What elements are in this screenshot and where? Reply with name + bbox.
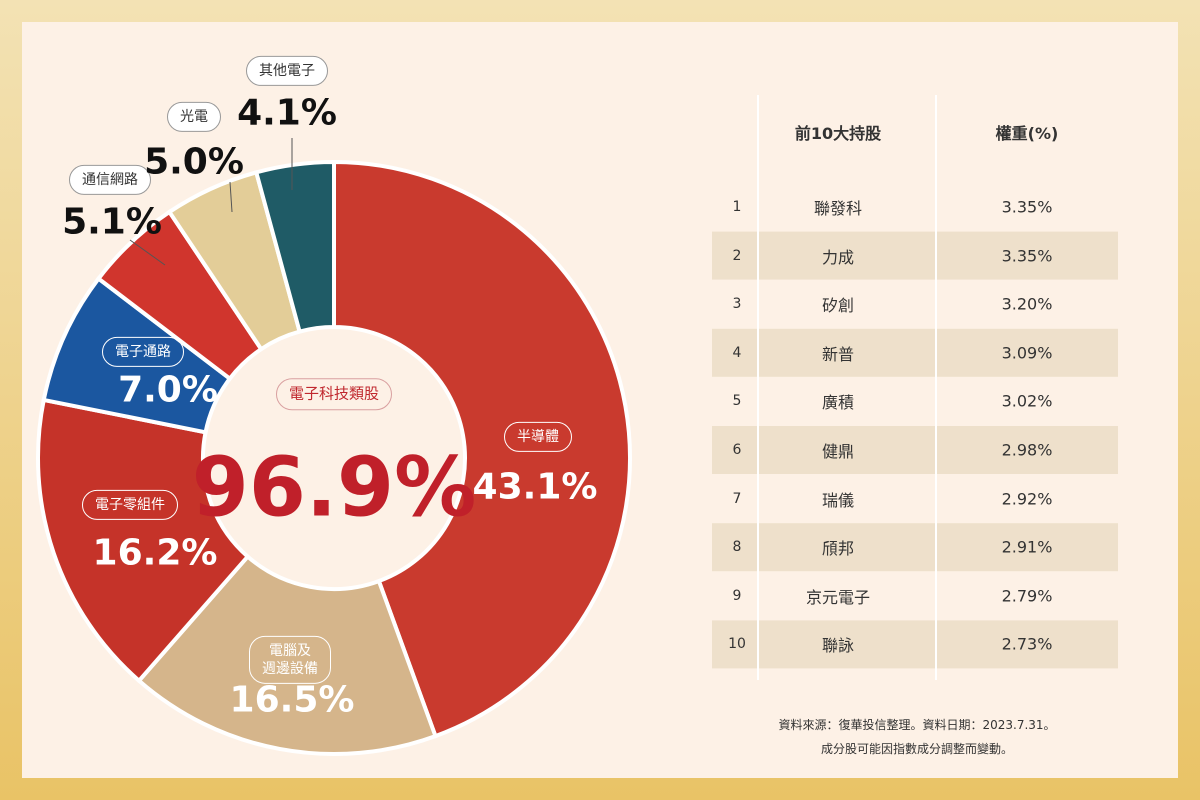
table-cell: 3.02% bbox=[1001, 391, 1053, 411]
table-cell: 3.09% bbox=[1001, 343, 1053, 363]
row-stripe bbox=[712, 426, 1118, 474]
donut-segment bbox=[136, 553, 439, 756]
table-cell: 新普 bbox=[821, 344, 855, 364]
segment-value: 5.0% bbox=[144, 141, 244, 183]
segment-value: 43.1% bbox=[472, 466, 598, 508]
table-cell: 10 bbox=[728, 636, 746, 653]
table-cell: 1 bbox=[732, 199, 742, 215]
leader-line bbox=[129, 239, 166, 266]
table-cell: 瑞儀 bbox=[821, 490, 855, 510]
table-cell: 3.35% bbox=[1001, 246, 1053, 266]
segment-name: 通信網路 bbox=[69, 164, 151, 196]
table-cell: 京元電子 bbox=[805, 587, 871, 607]
center-label: 電子科技類股 bbox=[275, 378, 393, 410]
table-cell: 9 bbox=[732, 587, 742, 604]
segment-name: 半導體 bbox=[504, 421, 572, 453]
segment-value: 16.5% bbox=[229, 679, 355, 721]
center-total: 96.9% bbox=[191, 440, 477, 536]
row-stripe bbox=[712, 231, 1118, 280]
leader-line bbox=[229, 181, 233, 213]
segment-value: 5.1% bbox=[62, 201, 162, 243]
table-cell: 5 bbox=[732, 393, 742, 410]
table-cell: 3 bbox=[732, 296, 742, 313]
segment-name: 電子通路 bbox=[102, 336, 184, 368]
table-cell: 8 bbox=[732, 539, 742, 556]
footnote: 資料來源：復華投信整理。資料日期：2023.7.31。 bbox=[778, 718, 1056, 732]
footnote: 成分股可能因指數成分調整而變動。 bbox=[820, 742, 1014, 756]
table-cell: 2.91% bbox=[1001, 537, 1053, 557]
table-cell: 力成 bbox=[821, 247, 855, 267]
table-cell: 7 bbox=[732, 490, 742, 507]
table-header: 前10大持股 bbox=[794, 124, 882, 143]
row-stripe bbox=[712, 620, 1118, 669]
table-header: 權重(%) bbox=[995, 124, 1059, 143]
table-cell: 聯發科 bbox=[813, 199, 863, 218]
table-cell: 矽創 bbox=[821, 296, 855, 316]
row-stripe bbox=[712, 523, 1118, 572]
table-cell: 3.20% bbox=[1001, 294, 1053, 314]
donut-segment bbox=[36, 397, 251, 684]
donut-segment bbox=[332, 159, 632, 739]
table-cell: 2 bbox=[732, 247, 742, 264]
segment-value: 4.1% bbox=[237, 92, 337, 134]
table-cell: 聯詠 bbox=[821, 636, 855, 656]
segment-name: 光電 bbox=[167, 101, 221, 133]
table-cell: 2.92% bbox=[1001, 489, 1053, 509]
table-cell: 2.73% bbox=[1001, 634, 1053, 654]
table-cell: 健鼎 bbox=[821, 442, 855, 461]
table-cell: 4 bbox=[732, 344, 742, 361]
row-stripe bbox=[712, 328, 1118, 377]
table-cell: 頎邦 bbox=[821, 539, 855, 559]
segment-name: 電子零組件 bbox=[82, 489, 178, 521]
segment-value: 7.0% bbox=[118, 369, 218, 411]
table-cell: 2.79% bbox=[1001, 586, 1053, 606]
table-cell: 2.98% bbox=[1001, 440, 1053, 460]
segment-value: 16.2% bbox=[92, 532, 218, 574]
table-cell: 廣積 bbox=[821, 393, 855, 413]
segment-name: 電腦及 週邊設備 bbox=[249, 635, 331, 685]
donut-segment bbox=[253, 159, 336, 335]
table-cell: 6 bbox=[732, 442, 742, 458]
table-cell: 3.35% bbox=[1001, 197, 1053, 217]
segment-name: 其他電子 bbox=[246, 55, 328, 87]
